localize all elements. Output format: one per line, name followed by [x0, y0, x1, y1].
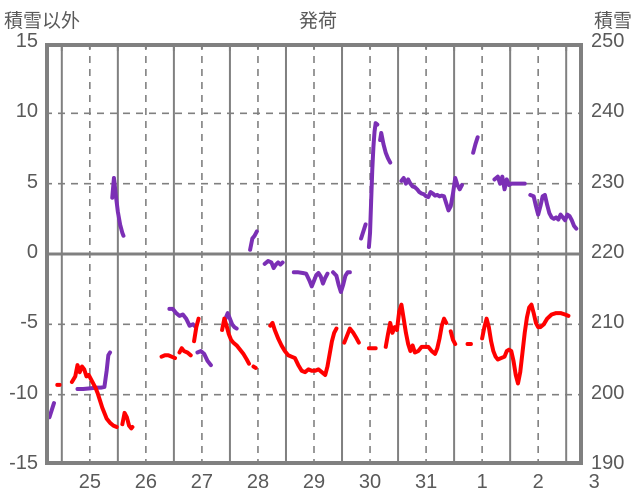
- series-line-snow: [159, 353, 178, 361]
- x-axis-tick: 3: [588, 471, 600, 493]
- x-axis-tick: 30: [358, 471, 382, 493]
- right-axis-tick: 230: [591, 170, 625, 193]
- series-line-snow-other: [471, 135, 480, 155]
- right-axis-title: 積雪: [593, 11, 632, 32]
- series-layer: [47, 121, 579, 431]
- series-line-snow: [251, 364, 258, 370]
- series-line-snow: [342, 326, 361, 345]
- series-line-snow-other: [291, 270, 330, 289]
- series-line-snow-other: [75, 350, 113, 392]
- x-axis-tick: 28: [246, 471, 270, 493]
- series-line-snow-other: [492, 174, 527, 192]
- right-axis-tick: 220: [591, 241, 625, 263]
- series-line-snow-other: [47, 401, 56, 420]
- left-axis-title: 積雪以外: [4, 11, 81, 32]
- x-axis-tick: 1: [476, 471, 488, 493]
- x-axis-tick: 29: [302, 471, 326, 493]
- series-line-snow: [177, 346, 193, 358]
- series-line-snow: [192, 316, 201, 344]
- left-axis-tick: -15: [9, 452, 38, 474]
- series-line-snow-other: [528, 192, 579, 231]
- right-axis-tick: 210: [591, 311, 625, 334]
- series-line-snow: [448, 329, 458, 347]
- series-line-snow: [120, 410, 135, 431]
- series-line-snow-other: [195, 349, 213, 368]
- series-line-snow: [69, 363, 119, 430]
- chart-svg: [45, 43, 583, 465]
- right-axis-tick: 240: [591, 100, 625, 123]
- left-axis-tick: -5: [20, 311, 38, 334]
- left-axis-tick: 10: [15, 100, 38, 123]
- left-axis-tick: 15: [15, 30, 38, 52]
- right-axis-tick: 200: [591, 381, 625, 404]
- series-line-snow: [383, 302, 449, 356]
- x-axis-tick: 25: [78, 471, 101, 493]
- series-line-snow-other: [110, 176, 126, 238]
- x-axis-tick: 27: [190, 471, 214, 493]
- series-line-snow-other: [366, 121, 380, 249]
- plot-area: [45, 43, 583, 465]
- x-axis-tick: 2: [532, 471, 544, 493]
- right-axis-tick: 250: [591, 30, 625, 52]
- left-axis-tick: -10: [9, 381, 38, 404]
- left-axis-tick: 0: [26, 241, 38, 263]
- series-line-snow: [220, 316, 251, 366]
- gridlines: [45, 43, 583, 465]
- series-line-snow-other: [167, 306, 198, 329]
- x-axis-tick: 31: [414, 471, 438, 493]
- series-line-snow-other: [359, 222, 368, 241]
- x-axis-tick: 26: [134, 471, 157, 493]
- left-axis-tick: 5: [26, 170, 38, 193]
- series-line-snow-other: [262, 259, 285, 271]
- chart-title: 発荷: [298, 11, 337, 32]
- right-axis-tick: 190: [591, 452, 625, 474]
- series-line-snow: [268, 320, 339, 377]
- series-line-snow: [480, 302, 571, 386]
- series-line-snow-other: [331, 270, 352, 294]
- series-line-snow-other: [248, 229, 259, 252]
- series-line-snow-other: [378, 131, 393, 165]
- series-line-snow-other: [223, 311, 239, 331]
- series-line-snow-other: [399, 176, 464, 213]
